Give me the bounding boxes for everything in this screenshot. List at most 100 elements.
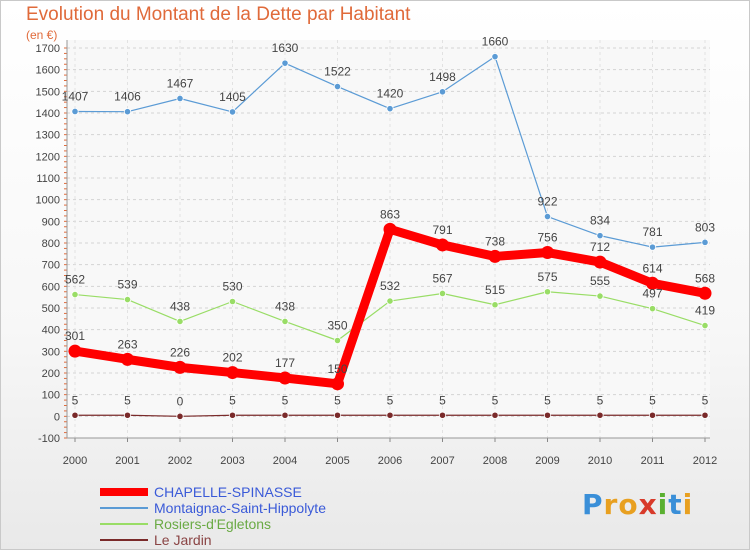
y-tick-label: 600 xyxy=(42,281,60,293)
data-point xyxy=(123,295,132,304)
data-point xyxy=(226,366,239,380)
x-tick-label: 2012 xyxy=(693,455,717,467)
y-tick-label: 400 xyxy=(42,325,60,337)
chart-subtitle: (en €) xyxy=(26,28,58,42)
y-tick-label: 1600 xyxy=(36,65,60,77)
data-point xyxy=(438,411,447,419)
chart-title: Evolution du Montant de la Dette par Hab… xyxy=(26,4,411,25)
data-point xyxy=(331,377,344,391)
data-label: 530 xyxy=(222,280,242,294)
data-label: 150 xyxy=(327,362,347,376)
legend-item: Montaignac-Saint-Hippolyte xyxy=(100,500,326,516)
y-tick-label: 0 xyxy=(54,411,60,423)
data-point xyxy=(646,276,659,290)
y-tick-label: 1100 xyxy=(36,173,60,185)
line-chart: -100 0 100 200 300 400 500 600 700 800 900 1000 1100… xyxy=(36,35,718,467)
x-tick-label: 2009 xyxy=(535,455,559,467)
data-point xyxy=(123,411,132,419)
data-label: 515 xyxy=(485,283,505,297)
data-label: 614 xyxy=(642,261,662,275)
data-label: 5 xyxy=(439,393,446,407)
data-label: 1407 xyxy=(62,89,89,103)
y-tick-label: 1200 xyxy=(36,151,60,163)
y-tick-label: 700 xyxy=(42,260,60,272)
data-point xyxy=(541,246,554,260)
data-point xyxy=(333,82,342,91)
y-tick-label: 300 xyxy=(42,346,60,358)
x-tick-label: 2000 xyxy=(63,455,87,467)
logo-letter: i xyxy=(657,488,669,521)
logo-letter: o xyxy=(618,488,639,521)
y-tick-label: 200 xyxy=(42,368,60,380)
data-label: 562 xyxy=(65,273,85,287)
data-label: 438 xyxy=(275,299,295,313)
data-point xyxy=(648,243,657,251)
y-tick-label: 900 xyxy=(42,216,60,228)
data-label: 5 xyxy=(492,393,499,407)
data-point xyxy=(333,336,342,345)
legend-swatch xyxy=(100,507,148,509)
data-label: 5 xyxy=(72,393,79,407)
data-point xyxy=(386,297,394,305)
data-point xyxy=(281,411,289,419)
data-label: 350 xyxy=(327,319,347,333)
data-point xyxy=(491,411,499,419)
data-point xyxy=(596,292,604,300)
data-label: 177 xyxy=(275,356,295,370)
data-label: 568 xyxy=(695,271,715,285)
data-point xyxy=(438,88,447,96)
data-point xyxy=(701,321,709,330)
chart-legend: CHAPELLE-SPINASSE Montaignac-Saint-Hippol… xyxy=(100,484,326,548)
data-point xyxy=(491,301,499,309)
legend-label: Le Jardin xyxy=(154,532,212,548)
data-point xyxy=(383,222,397,236)
data-label: 922 xyxy=(537,195,557,209)
data-point xyxy=(228,411,237,419)
data-point xyxy=(71,107,79,116)
data-point xyxy=(436,238,449,252)
legend-label: CHAPELLE-SPINASSE xyxy=(154,484,302,500)
data-label: 575 xyxy=(537,270,557,284)
data-point xyxy=(648,305,657,313)
data-point xyxy=(386,411,394,419)
data-label: 555 xyxy=(590,274,610,288)
data-label: 756 xyxy=(537,231,557,245)
data-point xyxy=(543,212,552,221)
legend-item: Rosiers-d'Egletons xyxy=(100,516,326,532)
data-point xyxy=(228,297,237,306)
data-label: 1660 xyxy=(482,35,509,49)
x-tick-label: 2006 xyxy=(378,455,402,467)
data-point xyxy=(173,360,187,374)
data-label: 532 xyxy=(380,279,400,293)
y-tick-label: 1000 xyxy=(36,195,60,207)
x-tick-label: 2001 xyxy=(115,455,139,467)
data-label: 863 xyxy=(380,207,400,221)
data-label: 5 xyxy=(387,393,394,407)
data-label: 226 xyxy=(170,345,190,359)
legend-swatch xyxy=(100,523,148,525)
y-tick-label: -100 xyxy=(38,433,60,445)
data-point xyxy=(281,59,289,67)
data-label: 5 xyxy=(649,393,656,407)
legend-swatch xyxy=(100,488,148,496)
data-label: 1467 xyxy=(167,76,194,90)
data-label: 263 xyxy=(117,337,137,351)
data-label: 5 xyxy=(334,393,341,407)
data-label: 5 xyxy=(124,393,131,407)
data-label: 438 xyxy=(170,299,190,313)
x-tick-label: 2011 xyxy=(641,455,665,467)
data-point xyxy=(701,411,709,419)
data-point xyxy=(543,288,552,296)
data-label: 5 xyxy=(282,393,289,407)
legend-item: Le Jardin xyxy=(100,532,326,548)
data-label: 202 xyxy=(222,351,242,365)
legend-label: Montaignac-Saint-Hippolyte xyxy=(154,500,326,516)
data-point xyxy=(278,371,292,385)
data-point xyxy=(698,286,712,300)
data-label: 539 xyxy=(117,278,137,292)
y-tick-label: 100 xyxy=(42,390,60,402)
data-point xyxy=(281,317,289,326)
logo-letter: r xyxy=(603,488,619,521)
logo-letter: P xyxy=(582,488,604,521)
data-point xyxy=(488,249,502,263)
